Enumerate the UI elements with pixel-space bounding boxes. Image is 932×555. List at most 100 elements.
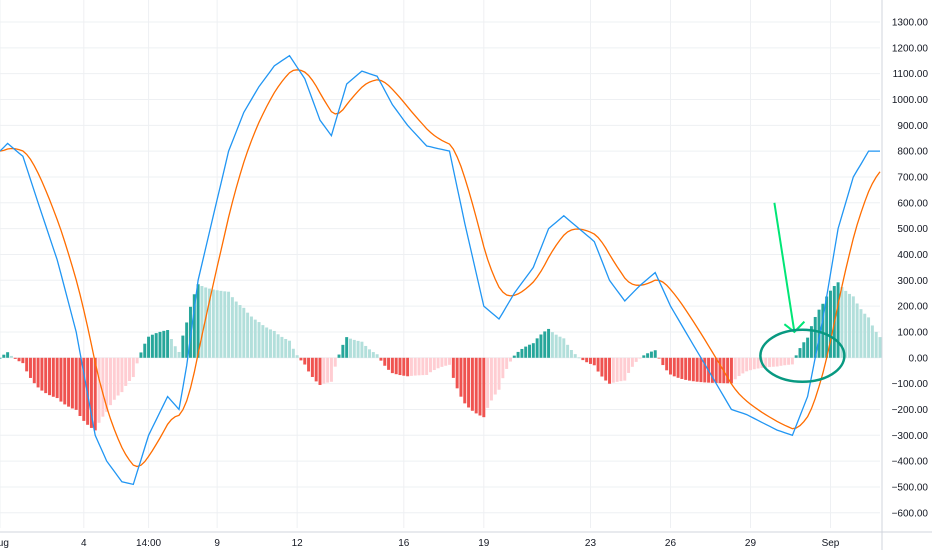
histogram-bar: [402, 357, 406, 376]
histogram-bar: [863, 313, 867, 358]
histogram-bar: [120, 357, 124, 393]
histogram-bar: [82, 357, 86, 421]
histogram-bar: [821, 303, 825, 358]
histogram-bar: [307, 357, 311, 372]
histogram-bar: [9, 355, 13, 358]
histogram-bar: [326, 357, 330, 383]
histogram-bar: [208, 288, 212, 358]
histogram-bar: [520, 348, 524, 358]
histogram-bar: [352, 339, 356, 358]
histogram-bar: [257, 322, 261, 358]
histogram-bar: [425, 357, 429, 375]
histogram-bar: [150, 334, 154, 358]
histogram-bar: [230, 297, 234, 358]
histogram-bar: [474, 357, 478, 414]
y-tick-label: 1000.00: [892, 95, 929, 106]
histogram-bar: [783, 357, 787, 366]
y-tick-label: 600.00: [897, 198, 928, 209]
histogram-bar: [444, 357, 448, 366]
histogram-bar: [238, 305, 242, 358]
histogram-bar: [249, 316, 253, 358]
histogram-bar: [676, 357, 680, 378]
histogram-bar: [147, 336, 151, 358]
histogram-bar: [166, 330, 170, 358]
histogram-bar: [688, 357, 692, 381]
histogram-bar: [726, 357, 730, 384]
x-tick-label: 14:00: [136, 538, 161, 549]
y-tick-label: 100.00: [897, 327, 928, 338]
histogram-bar: [756, 357, 760, 369]
histogram-bar: [771, 357, 775, 367]
histogram-bar: [154, 333, 158, 358]
histogram-bar: [295, 355, 299, 358]
histogram-bar: [89, 357, 93, 428]
y-tick-label: 400.00: [897, 250, 928, 261]
histogram-bar: [188, 306, 192, 358]
x-tick-label: 12: [292, 538, 304, 549]
histogram-bar: [790, 357, 794, 365]
histogram-bar: [432, 357, 436, 371]
histogram-bar: [375, 354, 379, 358]
histogram-bar: [417, 357, 421, 376]
histogram-bar: [859, 309, 863, 358]
histogram-bar: [93, 357, 97, 431]
histogram-bar: [329, 357, 333, 382]
histogram-bar: [337, 354, 341, 358]
histogram-bar: [737, 357, 741, 377]
histogram-bar: [550, 332, 554, 358]
histogram-bar: [806, 337, 810, 358]
histogram-bar: [817, 309, 821, 358]
histogram-bar: [844, 290, 848, 358]
histogram-bar: [573, 354, 577, 358]
histogram-bar: [253, 319, 257, 358]
histogram-bar: [268, 329, 272, 358]
histogram-bar: [390, 357, 394, 374]
histogram-bar: [97, 357, 101, 423]
histogram-bar: [455, 357, 459, 389]
histogram-bar: [215, 290, 219, 358]
histogram-bar: [181, 335, 185, 358]
histogram-bar: [303, 357, 307, 365]
histogram-bar: [70, 357, 74, 409]
histogram-bar: [501, 357, 505, 379]
histogram-bar: [478, 357, 482, 416]
histogram-bar: [291, 348, 295, 358]
histogram-bar: [421, 357, 425, 376]
x-tick-label: 26: [665, 538, 677, 549]
histogram-bar: [310, 357, 314, 377]
histogram-bar: [851, 296, 855, 358]
histogram-bar: [409, 357, 413, 376]
y-tick-label: 200.00: [897, 302, 928, 313]
x-tick-label: 9: [214, 538, 220, 549]
histogram-bar: [874, 331, 878, 358]
x-tick-label: Aug: [0, 538, 9, 549]
histogram-bar: [158, 331, 162, 358]
histogram-bar: [470, 357, 474, 411]
histogram-bar: [764, 357, 768, 368]
histogram-bar: [459, 357, 463, 397]
macd-line: [0, 54, 880, 486]
histogram-bar: [6, 352, 10, 358]
histogram-bar: [836, 282, 840, 358]
histogram-bar: [493, 357, 497, 395]
signal-line: [0, 69, 881, 468]
histogram-bar: [261, 325, 265, 358]
histogram-bar: [51, 357, 55, 397]
histogram-bar: [116, 357, 120, 396]
histogram-bar: [394, 357, 398, 375]
histogram-bar: [192, 294, 196, 358]
histogram-bar: [855, 303, 859, 358]
histogram-bar: [406, 357, 410, 377]
histogram-bar: [383, 357, 387, 366]
histogram-bar: [40, 357, 44, 391]
annotation-arrow: [773, 202, 796, 333]
histogram-bar: [661, 357, 665, 366]
y-tick-label: 900.00: [897, 121, 928, 132]
histogram-bar: [748, 357, 752, 371]
histogram-bar: [710, 357, 714, 383]
histogram-bar: [547, 328, 551, 358]
histogram-bar: [139, 352, 143, 358]
histogram-bar: [128, 357, 132, 381]
histogram-bar: [489, 357, 493, 401]
